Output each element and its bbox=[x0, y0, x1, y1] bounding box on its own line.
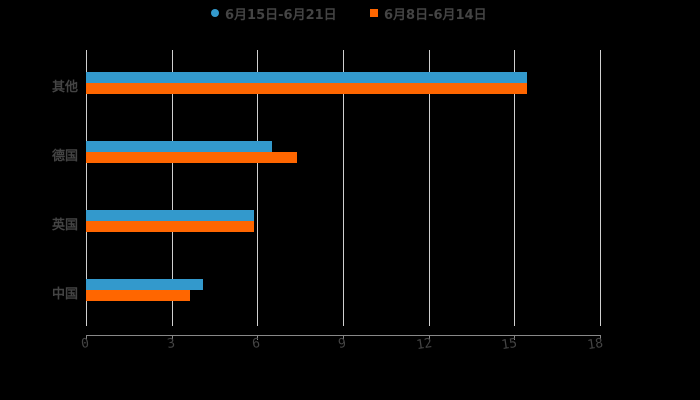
bar-week-jun8-14[interactable] bbox=[86, 152, 297, 163]
gridline bbox=[600, 50, 601, 326]
category-label: 其他 bbox=[51, 80, 78, 95]
bar-week-jun15-21[interactable] bbox=[86, 72, 527, 83]
category-label: 中国 bbox=[51, 287, 78, 302]
x-tick bbox=[600, 335, 601, 340]
x-axis-line bbox=[86, 335, 601, 336]
gridline bbox=[343, 50, 344, 326]
x-tick bbox=[429, 335, 430, 340]
legend-item-week1[interactable]: 6月8日-6月14日 bbox=[370, 3, 487, 23]
bar-week-jun8-14[interactable] bbox=[86, 221, 254, 232]
legend-circle-icon bbox=[211, 9, 219, 17]
x-tick bbox=[257, 335, 258, 340]
gridline bbox=[172, 50, 173, 326]
category-label: 英国 bbox=[51, 218, 78, 233]
x-tick-label: 0 bbox=[80, 336, 91, 352]
x-tick bbox=[86, 335, 87, 340]
legend-label: 6月15日-6月21日 bbox=[225, 7, 337, 23]
legend-label: 6月8日-6月14日 bbox=[384, 7, 487, 23]
x-tick-label: 6 bbox=[251, 336, 262, 352]
x-tick-label: 3 bbox=[166, 336, 177, 352]
category-label: 德国 bbox=[51, 149, 78, 164]
x-tick-label: 15 bbox=[500, 336, 519, 354]
x-tick-label: 9 bbox=[337, 336, 348, 352]
bar-week-jun8-14[interactable] bbox=[86, 83, 527, 94]
x-tick-label: 18 bbox=[586, 336, 605, 354]
bar-week-jun8-14[interactable] bbox=[86, 290, 190, 301]
x-tick bbox=[514, 335, 515, 340]
bar-week-jun15-21[interactable] bbox=[86, 141, 272, 152]
gridline bbox=[86, 50, 87, 326]
x-tick bbox=[172, 335, 173, 340]
legend: 6月15日-6月21日 6月8日-6月14日 bbox=[0, 3, 700, 23]
x-tick bbox=[343, 335, 344, 340]
legend-square-icon bbox=[370, 9, 378, 17]
legend-item-week2[interactable]: 6月15日-6月21日 bbox=[211, 3, 337, 23]
gridline bbox=[429, 50, 430, 326]
gridline bbox=[257, 50, 258, 326]
x-tick-label: 12 bbox=[415, 336, 434, 354]
bar-week-jun15-21[interactable] bbox=[86, 279, 203, 290]
bar-week-jun15-21[interactable] bbox=[86, 210, 254, 221]
gridline bbox=[514, 50, 515, 326]
